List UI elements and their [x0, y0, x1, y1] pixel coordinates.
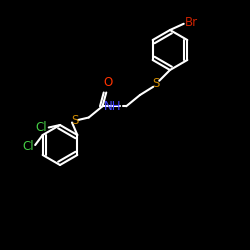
- Text: Cl: Cl: [36, 121, 48, 134]
- Text: Cl: Cl: [22, 140, 34, 153]
- Text: O: O: [103, 76, 112, 90]
- Text: S: S: [71, 114, 79, 126]
- Text: Br: Br: [185, 16, 198, 30]
- Text: NH: NH: [104, 100, 121, 113]
- Text: S: S: [152, 77, 160, 90]
